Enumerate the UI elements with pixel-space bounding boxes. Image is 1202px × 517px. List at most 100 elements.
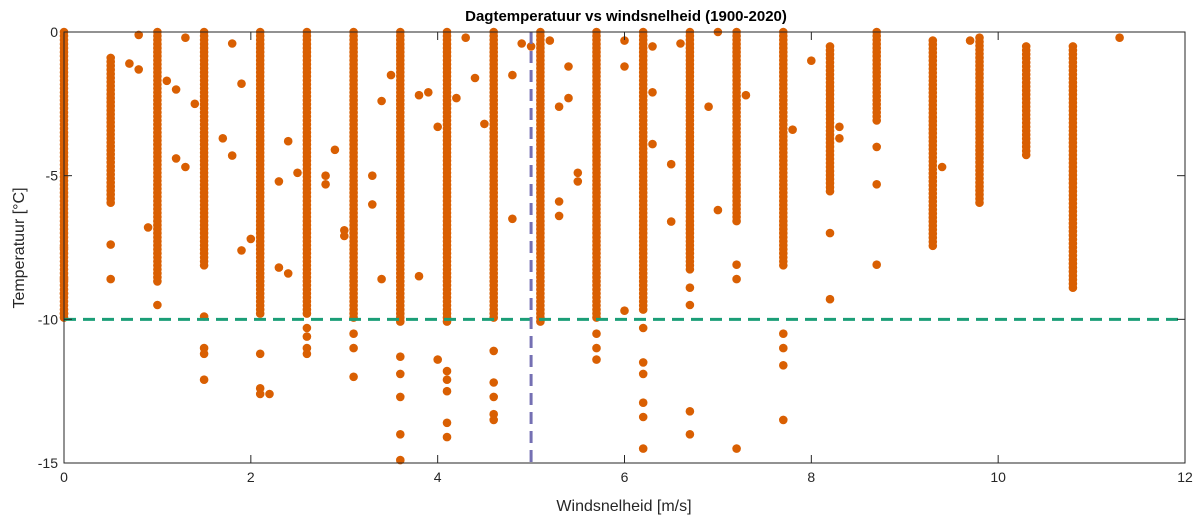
data-point: [396, 392, 405, 402]
data-point: [321, 171, 330, 180]
data-point: [573, 168, 583, 178]
data-point: [330, 145, 340, 155]
data-point: [134, 65, 143, 74]
chart-title: Dagtemperatuur vs windsnelheid (1900-202…: [465, 8, 787, 25]
data-point: [274, 263, 284, 272]
x-tick-label: 4: [434, 469, 442, 485]
data-point: [153, 277, 162, 286]
data-point: [480, 119, 489, 129]
data-point: [414, 271, 424, 281]
data-point: [928, 241, 938, 251]
data-point: [302, 323, 312, 333]
data-point: [666, 217, 676, 226]
data-point: [199, 261, 209, 270]
data-point: [545, 36, 555, 45]
data-point: [564, 62, 573, 71]
data-point: [554, 102, 564, 111]
data-point: [349, 329, 358, 339]
data-point: [461, 33, 471, 42]
data-point: [685, 430, 695, 439]
data-point: [685, 407, 695, 416]
data-point: [592, 355, 601, 364]
x-tick-label: 0: [60, 469, 68, 485]
x-tick-label: 8: [807, 469, 815, 485]
data-point: [825, 294, 835, 304]
data-point: [676, 39, 685, 48]
data-point: [685, 283, 695, 293]
data-point: [666, 159, 676, 169]
axis-ticks: 0 2 4 6 8 10 12 0 -5 -10 -15: [38, 24, 1193, 485]
data-point: [106, 198, 115, 207]
data-point: [872, 116, 881, 125]
reference-lines: [64, 32, 1185, 463]
data-point: [340, 231, 349, 241]
data-point: [143, 223, 153, 232]
x-axis-label: Windsnelheid [m/s]: [556, 498, 691, 515]
data-point: [134, 30, 143, 40]
x-tick-label: 2: [247, 469, 255, 485]
data-point: [368, 171, 377, 180]
data-point: [414, 90, 424, 100]
data-point: [732, 444, 741, 453]
data-point: [396, 369, 405, 379]
y-tick-label: -15: [38, 455, 58, 471]
data-point: [779, 261, 788, 270]
data-point: [713, 205, 723, 215]
data-point: [872, 260, 881, 270]
data-point: [237, 79, 246, 88]
data-point: [199, 349, 209, 359]
data-point: [368, 200, 377, 209]
data-point: [638, 305, 648, 314]
data-point: [825, 186, 835, 196]
data-point: [741, 90, 751, 100]
data-point: [825, 228, 835, 238]
data-point: [181, 162, 190, 172]
data-point: [937, 162, 947, 172]
data-point: [965, 36, 975, 45]
data-point: [442, 386, 452, 396]
data-point: [199, 375, 209, 385]
data-point: [638, 412, 648, 422]
data-point: [377, 274, 386, 284]
data-point: [442, 418, 452, 428]
data-point: [442, 432, 452, 442]
data-point: [592, 343, 601, 353]
data-point: [293, 168, 302, 178]
data-point: [396, 352, 405, 362]
data-point: [779, 361, 788, 370]
x-tick-label: 10: [990, 469, 1006, 485]
data-point: [489, 415, 499, 425]
data-point: [1021, 150, 1031, 160]
data-point: [872, 180, 881, 189]
data-point: [171, 85, 181, 94]
data-point: [283, 269, 293, 278]
data-point: [433, 355, 443, 364]
plot-area: [64, 32, 1185, 463]
data-points: [59, 27, 1124, 465]
data-point: [246, 234, 256, 244]
data-point: [648, 139, 657, 149]
y-tick-label: -5: [46, 168, 59, 184]
data-point: [489, 378, 499, 387]
data-point: [554, 211, 564, 221]
data-point: [377, 96, 386, 106]
data-point: [153, 300, 162, 310]
data-point: [424, 88, 433, 97]
data-point: [835, 122, 844, 132]
data-point: [1115, 33, 1124, 42]
data-point: [386, 70, 396, 80]
data-point: [1068, 283, 1078, 293]
data-point: [732, 216, 741, 226]
data-point: [218, 134, 228, 143]
data-point: [237, 246, 246, 255]
data-point: [638, 369, 648, 379]
x-tick-label: 12: [1177, 469, 1193, 485]
data-point: [470, 73, 480, 83]
data-point: [835, 134, 844, 143]
data-point: [508, 214, 517, 224]
data-point: [573, 177, 583, 186]
data-point: [648, 42, 657, 51]
data-point: [564, 93, 573, 103]
data-point: [732, 274, 741, 284]
